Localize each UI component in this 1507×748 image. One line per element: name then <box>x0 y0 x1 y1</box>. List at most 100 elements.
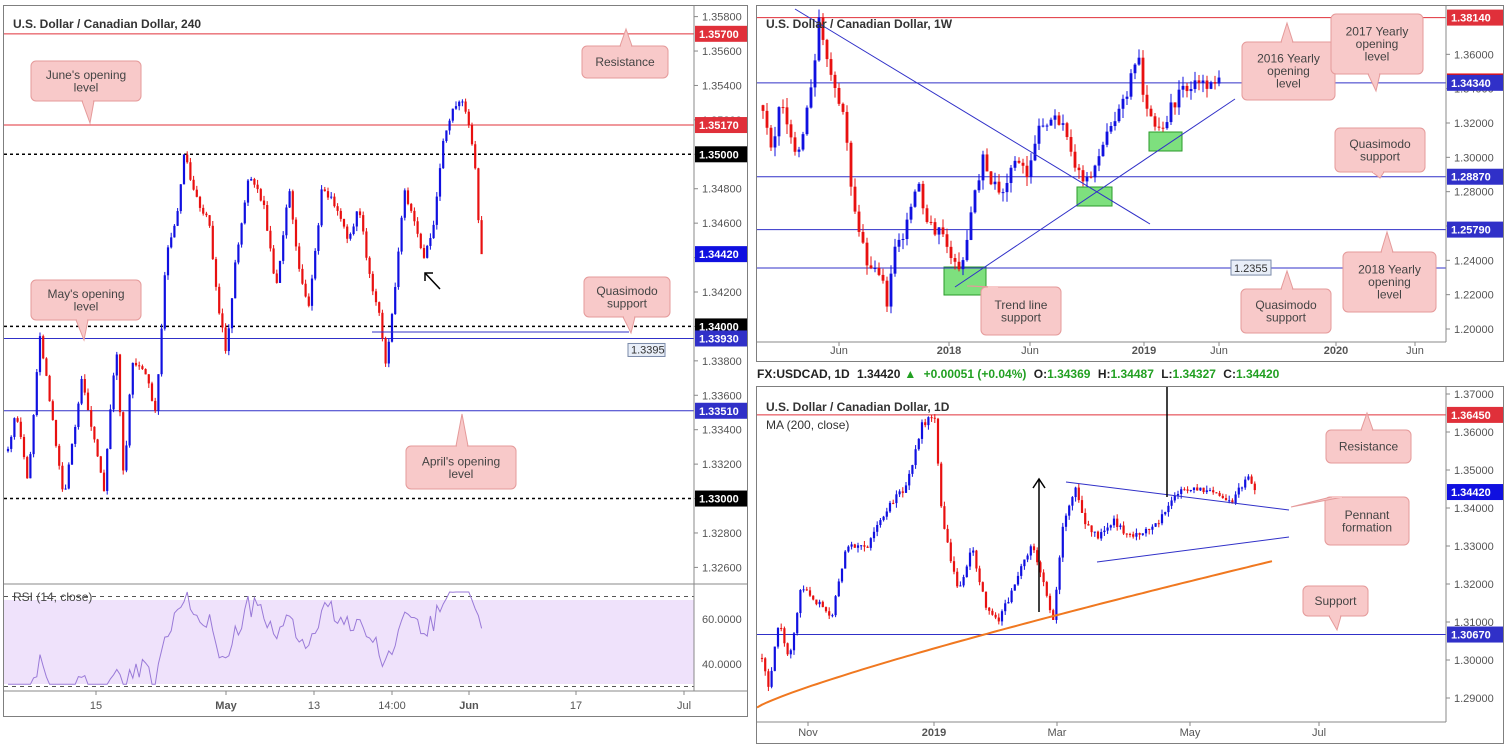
h4-chart-title: U.S. Dollar / Canadian Dollar, 240 <box>13 17 202 31</box>
candle-body <box>288 191 291 208</box>
low-label: L: <box>1161 367 1173 381</box>
candle-body <box>176 211 179 226</box>
candle-body <box>920 422 924 439</box>
rsi-tick-label: 60.0000 <box>702 614 742 626</box>
candle-body <box>214 259 218 287</box>
candle-body <box>1145 94 1149 109</box>
y-tick-label: 1.34200 <box>702 287 742 299</box>
candle-body <box>448 120 451 131</box>
candle-body <box>256 184 259 190</box>
candle-body <box>978 568 981 583</box>
candle-body <box>1138 533 1141 535</box>
candle-body <box>1217 77 1221 84</box>
candle-body <box>796 613 799 634</box>
price-tag-label: 1.34420 <box>699 249 739 261</box>
candle-body <box>426 245 429 258</box>
green-zone <box>943 266 987 296</box>
price-tag-label: 1.36450 <box>1451 410 1491 422</box>
callout-support-daily: Support <box>1302 585 1369 632</box>
callout-text: Pennant <box>1345 508 1390 522</box>
x-tick-label: Jun <box>830 345 848 357</box>
candle-body <box>243 202 246 224</box>
candle-body <box>815 599 818 605</box>
callout-pointer <box>75 319 89 342</box>
candle-body <box>789 124 793 138</box>
candle-body <box>1073 151 1077 168</box>
daily-chart-panel[interactable]: 1.37000 1.36000 1.35000 1.34000 1.33000 1.320… <box>756 386 1504 744</box>
h4-chart-panel[interactable]: RSI (14, close) 60.0000 40.0000 1.35800 1.35… <box>3 5 748 717</box>
h4-chart[interactable]: RSI (14, close) 60.0000 40.0000 1.35800 1.35… <box>4 6 748 717</box>
candle-body <box>1122 525 1125 534</box>
candle-body <box>1009 167 1013 183</box>
candle-body <box>80 378 83 404</box>
candle-body <box>198 196 202 208</box>
callout-text: level <box>1377 288 1402 302</box>
candle-body <box>1237 487 1240 495</box>
candle-body <box>397 251 400 288</box>
candle-body <box>342 218 346 227</box>
rsi-label: RSI (14, close) <box>13 590 92 604</box>
y-tick-label: 1.20000 <box>1454 324 1494 336</box>
candle-body <box>1137 57 1141 65</box>
symbol-label: FX:USDCAD, 1D <box>757 367 850 381</box>
candle-body <box>968 552 972 567</box>
candle-body <box>817 17 821 61</box>
candle-body <box>773 646 776 671</box>
candle-body <box>1039 562 1042 573</box>
candle-body <box>1042 572 1045 583</box>
price-tag <box>695 490 747 507</box>
callout-text: 2017 Yearly <box>1346 25 1409 39</box>
candle-body <box>387 341 390 364</box>
candle-body <box>307 296 310 306</box>
candle-body <box>1183 489 1186 491</box>
candle-body <box>1100 532 1103 539</box>
candle-body <box>1116 518 1119 528</box>
candle-body <box>1189 490 1192 492</box>
candle-body <box>378 302 381 313</box>
candle-body <box>29 454 32 479</box>
candle-body <box>1084 512 1087 525</box>
candle-body <box>352 226 355 235</box>
callout-text: 2018 Yearly <box>1358 263 1421 277</box>
candle-body <box>1151 526 1154 530</box>
candle-body <box>160 328 163 375</box>
x-tick-label: Nov <box>798 727 818 739</box>
candle-body <box>1221 495 1224 499</box>
weekly-chart-panel[interactable]: 1.360001.340001.320001.300001.280001.260… <box>756 5 1504 362</box>
candle-body <box>154 400 157 411</box>
weekly-chart[interactable]: 1.360001.340001.320001.300001.280001.260… <box>757 6 1504 362</box>
high-label: H: <box>1097 367 1111 381</box>
candle-body <box>35 372 38 415</box>
callout-pointer <box>619 27 633 47</box>
candle-body <box>106 448 109 491</box>
level-label: 1.2355 <box>1234 263 1268 275</box>
candle-body <box>1089 176 1093 178</box>
candle-body <box>349 234 352 239</box>
candle-body <box>1202 487 1205 493</box>
candle-body <box>467 111 470 126</box>
candle-body <box>1132 534 1135 537</box>
daily-chart[interactable]: 1.37000 1.36000 1.35000 1.34000 1.33000 1.320… <box>757 387 1504 744</box>
price-tag-label: 1.25790 <box>1451 225 1491 237</box>
candle-body <box>314 250 317 279</box>
candle-body <box>943 506 946 529</box>
candle-body <box>853 544 856 548</box>
candle-body <box>150 383 154 401</box>
candle-body <box>45 358 48 376</box>
candle-body <box>1023 559 1026 567</box>
candle-body <box>1101 144 1105 157</box>
y-tick-label: 1.29000 <box>1454 693 1494 705</box>
candle-body <box>259 189 262 201</box>
candle-body <box>384 338 387 364</box>
candle-body <box>1069 137 1073 152</box>
candle-body <box>770 670 773 687</box>
candle-body <box>821 601 824 608</box>
candle-body <box>847 546 850 552</box>
candle-body <box>885 511 888 517</box>
y-tick-label: 1.28000 <box>1454 187 1494 199</box>
candle-body <box>166 247 170 276</box>
candle-body <box>885 280 889 307</box>
